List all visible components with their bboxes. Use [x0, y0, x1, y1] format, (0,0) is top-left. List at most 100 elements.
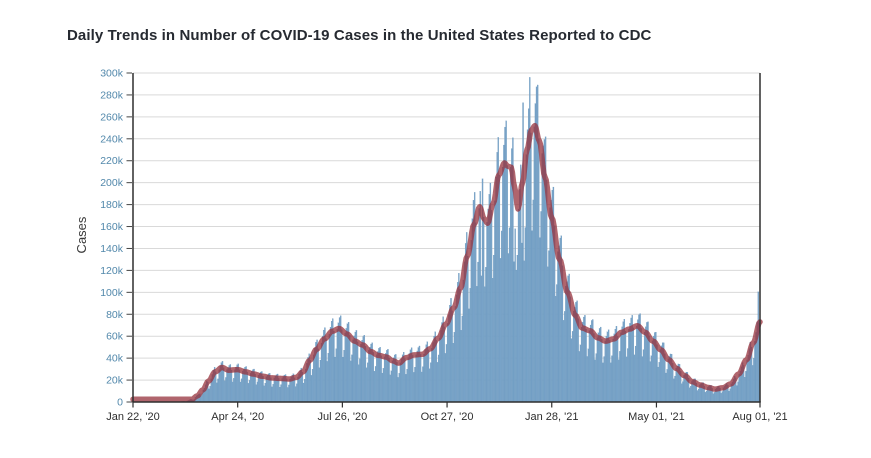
- daily-cases-bar: [513, 261, 515, 403]
- daily-cases-bar: [222, 367, 225, 403]
- daily-cases-bar: [744, 377, 746, 403]
- daily-cases-bar: [577, 318, 579, 403]
- daily-cases-bar: [431, 348, 433, 403]
- daily-cases-bar: [380, 355, 382, 403]
- daily-cases-bar: [729, 388, 731, 403]
- daily-cases-bar: [319, 359, 322, 403]
- daily-cases-bar: [728, 390, 730, 403]
- daily-cases-bar: [524, 227, 526, 403]
- daily-cases-bar: [521, 242, 523, 403]
- daily-cases-bar: [641, 356, 644, 403]
- daily-cases-bar: [372, 352, 374, 403]
- daily-cases-bar: [627, 348, 629, 403]
- daily-cases-bar: [616, 336, 619, 403]
- daily-cases-bar: [657, 366, 659, 403]
- daily-cases-bar: [476, 286, 478, 403]
- daily-cases-bar: [209, 386, 211, 403]
- daily-cases-bar: [621, 326, 623, 403]
- daily-cases-bar: [508, 227, 511, 403]
- daily-cases-bar: [264, 383, 266, 403]
- y-tick-label: 180k: [100, 199, 124, 211]
- daily-cases-bar: [480, 275, 483, 403]
- daily-cases-bar: [633, 354, 636, 403]
- daily-cases-bar: [365, 367, 368, 403]
- daily-cases-bar: [501, 230, 503, 403]
- daily-cases-bar: [208, 388, 210, 403]
- daily-cases-bar: [428, 368, 431, 403]
- daily-cases-bar: [385, 353, 387, 403]
- x-tick-label: Apr 24, '20: [211, 411, 264, 423]
- daily-cases-bar: [482, 217, 485, 403]
- daily-cases-bar: [453, 332, 456, 403]
- daily-cases-bar: [388, 357, 390, 403]
- daily-cases-bar: [620, 332, 622, 403]
- daily-cases-bar: [674, 375, 676, 403]
- daily-cases-bar: [398, 373, 400, 403]
- daily-cases-bar: [234, 369, 236, 403]
- daily-cases-bar: [296, 383, 298, 403]
- daily-cases-bar: [491, 278, 494, 403]
- daily-cases-bar: [461, 315, 463, 403]
- daily-cases-bar: [713, 392, 716, 403]
- daily-cases-bar: [658, 362, 660, 403]
- daily-cases-bar: [571, 331, 574, 403]
- daily-cases-bar: [352, 339, 354, 403]
- daily-cases-bar: [525, 154, 528, 403]
- daily-cases-bar: [304, 379, 306, 403]
- daily-cases-bar: [233, 378, 235, 403]
- x-tick-label: Jan 28, '21: [525, 411, 578, 423]
- daily-cases-bar: [477, 261, 479, 403]
- daily-cases-bar: [502, 167, 504, 403]
- daily-cases-bar: [359, 358, 361, 403]
- daily-cases-bar: [582, 321, 584, 403]
- daily-cases-bar: [673, 378, 675, 403]
- daily-cases-bar: [368, 350, 370, 403]
- daily-cases-bar: [239, 381, 242, 403]
- daily-cases-bar: [636, 325, 638, 403]
- daily-cases-bar: [262, 376, 264, 403]
- daily-cases-bar: [342, 356, 344, 403]
- daily-cases-bar: [454, 306, 457, 403]
- daily-cases-bar: [632, 327, 635, 403]
- daily-cases-bar: [351, 354, 353, 403]
- daily-cases-bar: [745, 371, 747, 403]
- daily-cases-bar: [588, 330, 591, 403]
- daily-cases-bar: [272, 384, 274, 403]
- daily-cases-bar: [430, 362, 432, 403]
- daily-cases-bar: [487, 208, 489, 403]
- y-tick-label: 240k: [100, 133, 124, 145]
- daily-cases-bar: [238, 369, 241, 403]
- daily-cases-bar: [444, 353, 447, 403]
- daily-cases-bar: [390, 370, 392, 403]
- daily-cases-bar: [532, 199, 534, 403]
- daily-cases-bar: [681, 383, 683, 403]
- daily-cases-bar: [218, 369, 220, 403]
- daily-cases-bar: [570, 338, 573, 403]
- daily-cases-bar: [746, 359, 748, 403]
- daily-cases-bar: [542, 145, 544, 403]
- daily-cases-bar: [566, 281, 568, 403]
- daily-cases-bar: [493, 255, 495, 403]
- daily-cases-bar: [231, 381, 234, 403]
- daily-cases-bar: [602, 362, 604, 403]
- daily-cases-bar: [578, 351, 580, 403]
- daily-cases-bar: [579, 344, 582, 403]
- daily-cases-bar: [248, 380, 251, 403]
- daily-cases-bar: [336, 329, 338, 403]
- daily-cases-bar: [656, 344, 658, 403]
- daily-cases-bar: [419, 354, 422, 403]
- moving-average-line: [130, 122, 763, 402]
- daily-cases-bar: [462, 279, 465, 403]
- daily-cases-bar: [720, 393, 722, 403]
- daily-cases-bar: [498, 174, 501, 403]
- daily-cases-bar: [313, 354, 315, 403]
- daily-cases-bar: [479, 191, 481, 403]
- daily-cases-bar: [451, 310, 453, 403]
- daily-cases-bar: [495, 176, 497, 403]
- daily-cases-bar: [246, 371, 248, 403]
- y-tick-label: 280k: [100, 89, 124, 101]
- y-tick-label: 140k: [100, 243, 124, 255]
- x-tick-label: Jan 22, '20: [106, 411, 159, 423]
- daily-cases-bar: [435, 340, 438, 403]
